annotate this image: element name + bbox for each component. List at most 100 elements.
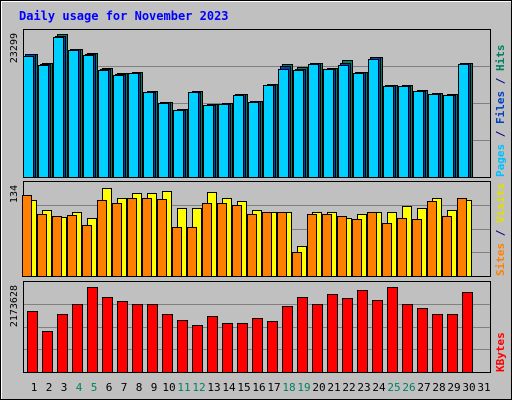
x-tick-label-28: 28	[432, 381, 445, 394]
bar-kbytes-day-28	[432, 314, 443, 373]
bar-kbytes-day-17	[267, 321, 278, 373]
x-tick-label-13: 13	[207, 381, 220, 394]
bar-kbytes-day-25	[387, 287, 398, 373]
panel-top-ylabel-part-1: /	[494, 124, 507, 144]
bar-kbytes-day-24	[372, 300, 383, 373]
bar-kbytes-day-29	[447, 314, 458, 373]
bar-pages-day-9	[143, 92, 154, 178]
bar-pages-day-5	[83, 55, 94, 178]
bar-sites-day-6	[97, 200, 107, 277]
bar-pages-day-18	[278, 69, 289, 178]
bar-kbytes-day-20	[312, 304, 323, 373]
bar-sites-day-16	[247, 214, 257, 277]
bar-sites-day-12	[187, 227, 197, 277]
x-tick-label-18: 18	[282, 381, 295, 394]
panel-middle-ylabel-part-0: Sites	[494, 243, 507, 276]
bar-pages-day-24	[368, 59, 379, 178]
bar-kbytes-day-27	[417, 308, 428, 373]
bar-sites-day-29	[442, 216, 452, 277]
bar-sites-day-23	[352, 219, 362, 277]
bar-pages-day-1	[23, 56, 34, 178]
bar-pages-day-26	[398, 86, 409, 178]
x-tick-label-7: 7	[121, 381, 128, 394]
bar-kbytes-day-6	[102, 297, 113, 373]
bar-pages-day-20	[308, 64, 319, 178]
x-tick-label-27: 27	[417, 381, 430, 394]
bar-pages-day-10	[158, 103, 169, 178]
bar-pages-day-21	[323, 69, 334, 178]
bar-kbytes-day-21	[327, 294, 338, 373]
bar-kbytes-day-19	[297, 297, 308, 373]
bar-pages-day-30	[458, 64, 469, 178]
panel-top-ylabel-part-3: /	[494, 71, 507, 91]
panel-bottom-max-label: 2173628	[9, 285, 20, 327]
bar-pages-day-14	[218, 104, 229, 178]
x-tick-label-30: 30	[462, 381, 475, 394]
panel-top-ylabel-part-0: Pages	[494, 144, 507, 177]
bar-pages-day-23	[353, 73, 364, 178]
bar-sites-day-1	[22, 195, 32, 277]
bar-kbytes-day-2	[42, 331, 53, 373]
x-tick-label-22: 22	[342, 381, 355, 394]
bar-kbytes-day-23	[357, 290, 368, 373]
bar-sites-day-17	[262, 212, 272, 277]
bar-pages-day-17	[263, 85, 274, 178]
bar-pages-day-28	[428, 94, 439, 178]
bar-kbytes-day-12	[192, 325, 203, 373]
bar-pages-day-4	[68, 50, 79, 178]
panel-bottom-ylabel-part-0: KBytes	[494, 332, 507, 372]
bar-pages-day-22	[338, 65, 349, 178]
bar-kbytes-day-8	[132, 304, 143, 373]
bar-sites-day-3	[52, 216, 62, 277]
x-tick-label-25: 25	[387, 381, 400, 394]
chart-panels: 23299 Pages / Files / Hits 134 Sites / Visi…	[9, 29, 507, 373]
bar-kbytes-day-18	[282, 306, 293, 373]
bar-sites-day-27	[412, 219, 422, 277]
panel-top-ylabel-part-4: Hits	[494, 45, 507, 72]
series-kbytes	[27, 287, 473, 373]
bar-pages-day-29	[443, 95, 454, 178]
x-tick-label-21: 21	[327, 381, 340, 394]
bar-kbytes-day-1	[27, 311, 38, 373]
panel-top-ylabel-part-2: Files	[494, 91, 507, 124]
x-tick-label-23: 23	[357, 381, 370, 394]
bar-sites-day-8	[127, 198, 137, 277]
x-tick-label-8: 8	[136, 381, 143, 394]
bar-sites-day-28	[427, 201, 437, 277]
panel-bottom-ylabel: KBytes	[494, 332, 507, 372]
x-tick-label-9: 9	[151, 381, 158, 394]
x-tick-label-2: 2	[46, 381, 53, 394]
bar-pages-day-2	[38, 65, 49, 178]
panel-middle: 134 Sites / Visits	[9, 181, 507, 277]
bar-sites-day-13	[202, 203, 212, 277]
bar-kbytes-day-30	[462, 292, 473, 373]
x-tick-label-31: 31	[477, 381, 490, 394]
panel-top-max-label: 23299	[9, 33, 20, 63]
x-tick-label-26: 26	[402, 381, 415, 394]
bar-sites-day-4	[67, 215, 77, 277]
bar-pages-day-12	[188, 92, 199, 178]
x-tick-label-12: 12	[192, 381, 205, 394]
x-tick-label-14: 14	[222, 381, 236, 394]
bar-pages-day-25	[383, 86, 394, 178]
bar-kbytes-day-11	[177, 320, 188, 373]
bar-sites-day-14	[217, 203, 227, 277]
bar-sites-day-7	[112, 203, 122, 277]
bar-kbytes-day-26	[402, 304, 413, 373]
bar-pages-day-7	[113, 75, 124, 178]
bar-sites-day-15	[232, 205, 242, 277]
bar-pages-day-11	[173, 110, 184, 178]
panel-middle-ylabel-part-2: Visits	[494, 183, 507, 223]
bar-pages-day-15	[233, 95, 244, 178]
bar-sites-day-9	[142, 198, 152, 277]
bar-sites-day-5	[82, 225, 92, 277]
x-tick-label-29: 29	[447, 381, 460, 394]
bar-kbytes-day-15	[237, 323, 248, 373]
x-tick-label-10: 10	[162, 381, 175, 394]
x-tick-label-24: 24	[372, 381, 386, 394]
bar-sites-day-30	[457, 198, 467, 277]
x-tick-label-1: 1	[31, 381, 38, 394]
bar-kbytes-day-4	[72, 304, 83, 373]
bar-kbytes-day-5	[87, 287, 98, 373]
